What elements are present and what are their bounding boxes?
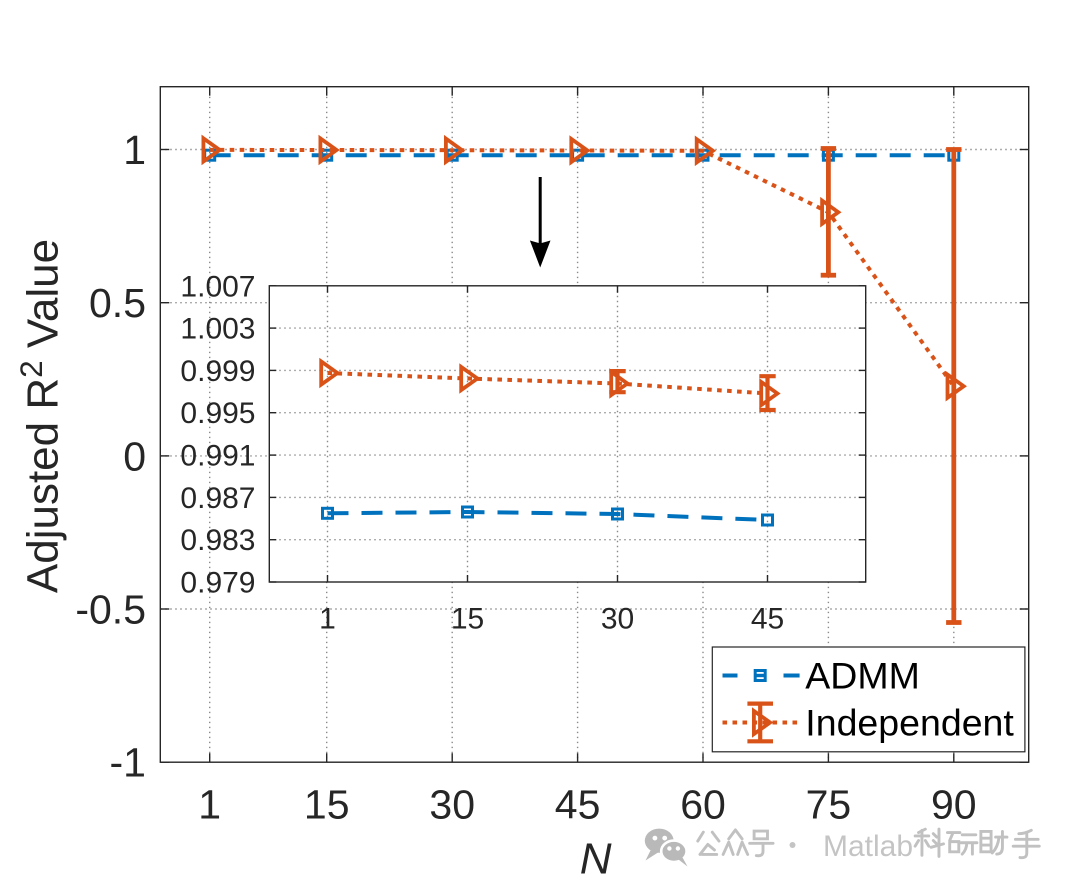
svg-text:0: 0 — [123, 433, 146, 479]
svg-text:Independent: Independent — [805, 702, 1014, 744]
svg-text:ADMM: ADMM — [805, 655, 920, 697]
svg-text:0.999: 0.999 — [180, 355, 255, 388]
svg-text:1.003: 1.003 — [180, 313, 255, 346]
svg-text:1: 1 — [319, 603, 336, 636]
svg-text:60: 60 — [680, 782, 726, 828]
svg-text:1: 1 — [198, 782, 221, 828]
svg-text:0.5: 0.5 — [89, 280, 146, 326]
svg-text:90: 90 — [931, 782, 977, 828]
svg-text:45: 45 — [555, 782, 601, 828]
svg-text:0.983: 0.983 — [180, 524, 255, 557]
svg-text:N: N — [580, 835, 612, 884]
svg-text:30: 30 — [429, 782, 475, 828]
svg-text:-1: -1 — [110, 740, 146, 786]
svg-text:Adjusted R2 Value: Adjusted R2 Value — [13, 239, 68, 593]
svg-text:0.987: 0.987 — [180, 482, 255, 515]
svg-text:1: 1 — [123, 127, 146, 173]
svg-text:0.991: 0.991 — [180, 440, 255, 473]
svg-text:15: 15 — [451, 603, 484, 636]
svg-text:-0.5: -0.5 — [75, 587, 146, 633]
svg-text:45: 45 — [751, 603, 784, 636]
svg-text:1.007: 1.007 — [180, 270, 255, 303]
svg-text:Matlab: Matlab — [823, 830, 913, 863]
svg-text:15: 15 — [304, 782, 350, 828]
svg-text:0.979: 0.979 — [180, 567, 255, 600]
svg-text:0.995: 0.995 — [180, 397, 255, 430]
svg-text:30: 30 — [601, 603, 634, 636]
svg-text:75: 75 — [806, 782, 852, 828]
